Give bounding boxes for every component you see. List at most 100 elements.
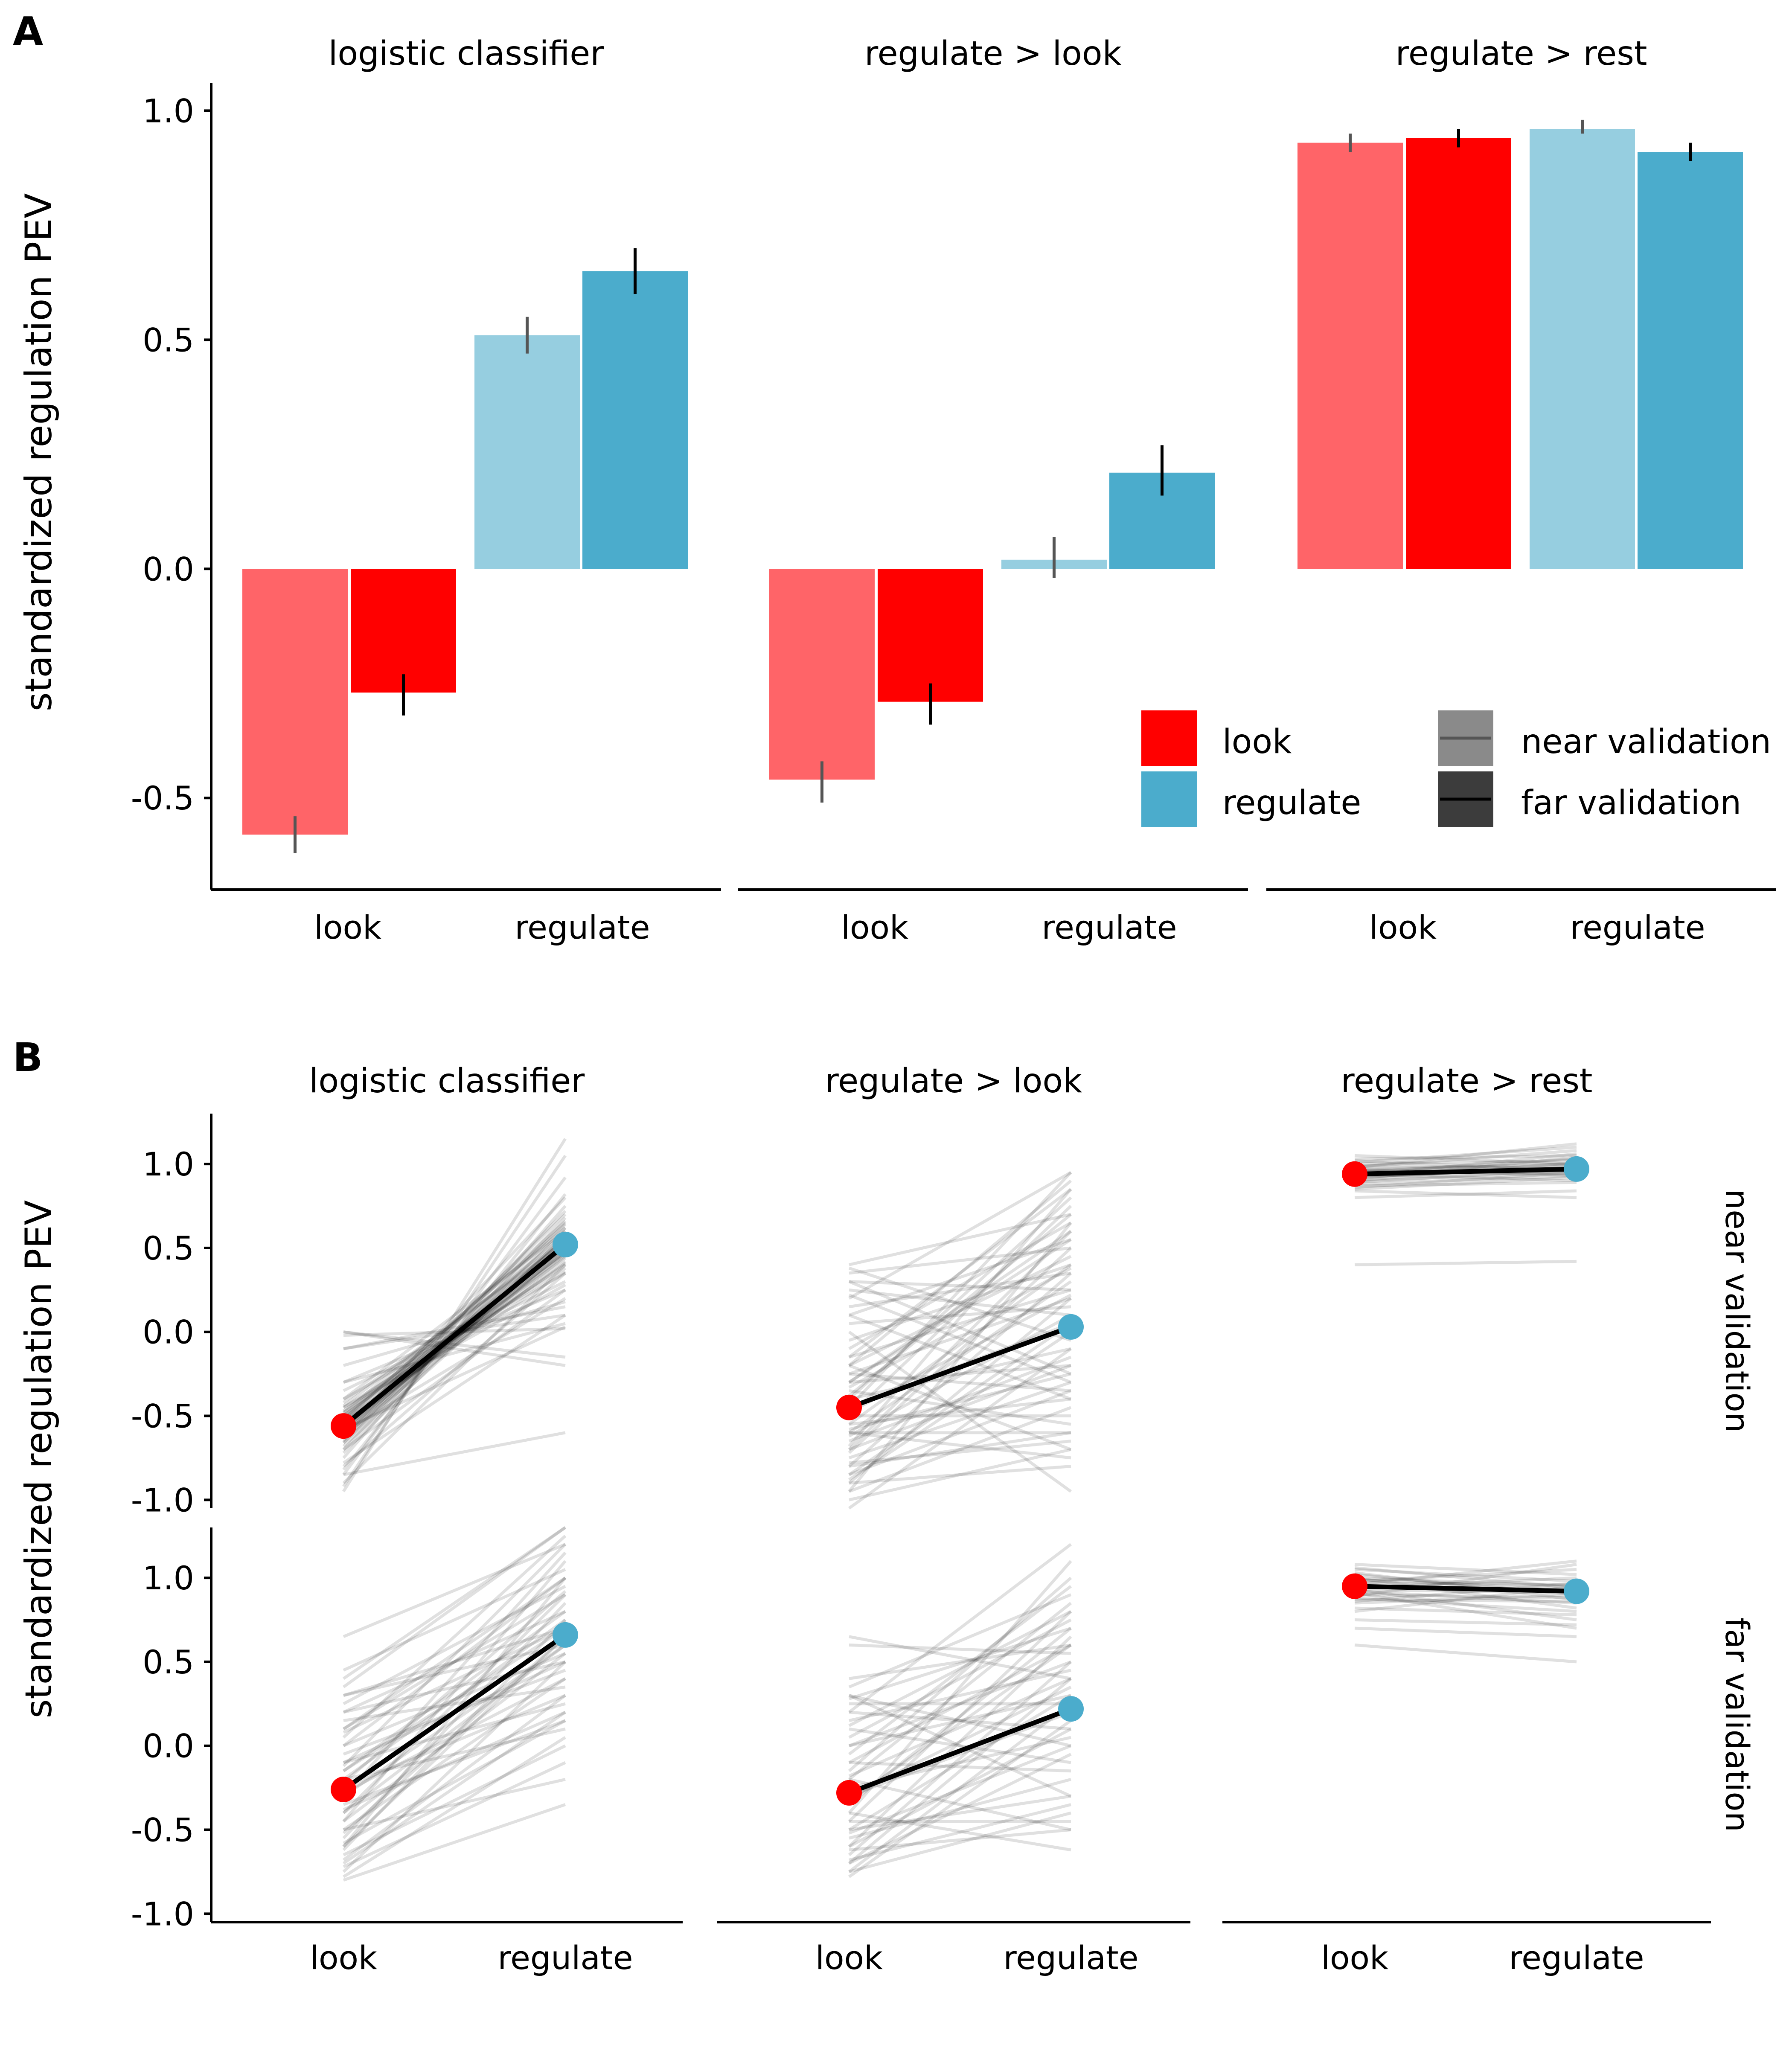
subject-line: [848, 1188, 1072, 1359]
subject-line: [342, 1247, 567, 1447]
subject-line: [1354, 1588, 1577, 1621]
subject-line: [1354, 1644, 1577, 1664]
subject-line: [849, 1811, 1071, 1852]
subject-line: [848, 1267, 1072, 1389]
panel-b-x-tick-label: regulate: [1004, 1939, 1139, 1977]
subject-line: [849, 1694, 1071, 1748]
subject-line: [1354, 1157, 1577, 1174]
mean-point-regulate: [1564, 1578, 1589, 1604]
subject-line: [849, 1431, 1071, 1468]
subject-line: [848, 1711, 1072, 1798]
subject-line: [1354, 1581, 1577, 1603]
subject-line: [848, 1702, 1072, 1873]
mean-line: [342, 1242, 567, 1428]
panel-a-legend: look regulate near validation far valida…: [1141, 710, 1771, 827]
subject-line: [848, 1644, 1072, 1803]
subject-line: [342, 1560, 567, 1823]
panel-b-x-tick-label: look: [815, 1939, 883, 1977]
bar-look-far: [351, 569, 456, 693]
subject-line: [848, 1330, 1072, 1493]
subject-line: [1354, 1591, 1577, 1630]
subject-line: [849, 1246, 1071, 1275]
subject-line: [343, 1297, 566, 1434]
panel-a-letter: A: [13, 9, 43, 54]
legend-swatch-regulate: [1141, 771, 1197, 827]
subject-line: [848, 1644, 1072, 1764]
subject-line: [849, 1795, 1071, 1831]
panel-a-x-tick-label: look: [1369, 908, 1437, 946]
panel-a-facet-title: logistic classifier: [329, 35, 605, 73]
panel-b-cell: [1342, 1142, 1589, 1266]
subject-line: [1354, 1596, 1577, 1613]
panel-a: A standardized regulation PEV 1.0 0.5 0.0 -…: [13, 9, 1776, 946]
subject-line: [849, 1711, 1071, 1731]
subject-line: [848, 1381, 1072, 1460]
subject-line: [849, 1644, 1071, 1655]
mean-point-regulate: [1058, 1696, 1084, 1722]
legend-label-far-validation: far validation: [1521, 784, 1741, 822]
panel-a-y-tick-label: 1.0: [143, 92, 194, 130]
subject-line: [343, 1660, 566, 1714]
subject-line: [1354, 1162, 1577, 1172]
subject-line: [848, 1238, 1072, 1384]
subject-line: [848, 1356, 1072, 1443]
mean-line: [848, 1706, 1072, 1795]
subject-line: [848, 1230, 1072, 1451]
subject-line: [1354, 1606, 1577, 1617]
subject-line: [848, 1618, 1072, 1739]
subject-line: [342, 1233, 567, 1454]
panel-a-x-tick-label: regulate: [515, 908, 650, 946]
subject-line: [1354, 1162, 1577, 1171]
bar-look-far: [1406, 138, 1511, 569]
subject-line: [342, 1635, 567, 1835]
subject-line: [1354, 1174, 1577, 1186]
mean-point-look: [1342, 1161, 1367, 1187]
subject-line: [343, 1803, 566, 1882]
subject-line: [342, 1193, 567, 1471]
subject-line: [848, 1179, 1072, 1367]
subject-line: [848, 1213, 1072, 1397]
subject-line: [848, 1280, 1072, 1434]
subject-line: [849, 1397, 1071, 1426]
subject-line: [848, 1280, 1072, 1376]
subject-line: [848, 1293, 1072, 1384]
subject-line: [848, 1627, 1072, 1806]
subject-line: [848, 1314, 1072, 1437]
subject-line: [1354, 1576, 1577, 1588]
subject-line: [848, 1744, 1072, 1835]
bar-regulate-far: [582, 271, 688, 569]
panel-a-y-tick-label: 0.0: [143, 550, 194, 588]
subject-line: [849, 1364, 1071, 1384]
subject-line: [1354, 1626, 1577, 1638]
subject-line: [342, 1222, 567, 1443]
subject-line: [1354, 1146, 1577, 1164]
subject-line: [343, 1744, 566, 1856]
subject-line: [848, 1610, 1072, 1727]
subject-line: [849, 1828, 1071, 1852]
subject-line: [1354, 1154, 1577, 1166]
subject-line: [848, 1543, 1072, 1713]
subject-line: [1354, 1598, 1577, 1603]
mean-line: [342, 1633, 567, 1792]
subject-line: [342, 1230, 567, 1400]
subject-line: [343, 1727, 566, 1781]
subject-line: [342, 1255, 567, 1437]
subject-line: [342, 1289, 567, 1451]
subject-line: [343, 1685, 566, 1722]
mean-line: [848, 1324, 1072, 1410]
subject-line: [342, 1263, 567, 1484]
subject-line: [848, 1602, 1072, 1781]
subject-line: [342, 1635, 567, 1848]
subject-line: [342, 1543, 567, 1767]
subject-line: [848, 1347, 1072, 1510]
subject-line: [343, 1694, 566, 1789]
subject-line: [343, 1627, 566, 1772]
panel-b-cell: [1342, 1559, 1589, 1664]
subject-line: [342, 1652, 567, 1823]
panel-b: B standardized regulation PEV logistic c…: [13, 1035, 1756, 1977]
subject-line: [848, 1610, 1072, 1823]
subject-line: [848, 1230, 1072, 1384]
panel-a-x-tick-label: regulate: [1042, 908, 1177, 946]
mean-line: [1354, 1584, 1577, 1594]
subject-line: [848, 1585, 1072, 1756]
